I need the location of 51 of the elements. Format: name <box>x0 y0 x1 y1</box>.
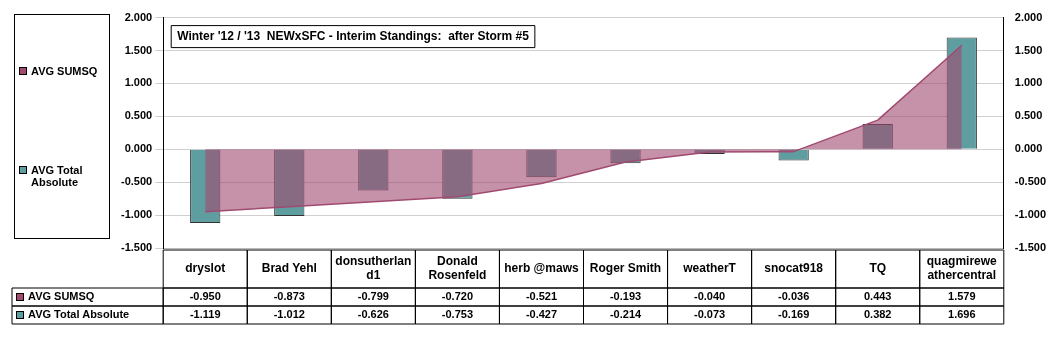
data-label: -0.427 <box>525 308 558 321</box>
x-tick-label: weatherT <box>682 261 737 276</box>
x-tick-label: quagmireweathercentral <box>926 254 998 283</box>
y2-tick-label: 0.000 <box>1014 142 1043 155</box>
data-label: -0.193 <box>609 290 642 303</box>
y-tick-label: 2.000 <box>124 10 153 23</box>
data-label: 0.443 <box>863 290 892 303</box>
data-label: -0.521 <box>525 290 558 303</box>
y2-tick-label: -1.500 <box>1014 241 1047 254</box>
y2-tick-label: -1.000 <box>1014 208 1047 221</box>
y2-tick-label: 2.000 <box>1014 10 1043 23</box>
y2-tick-label: 1.500 <box>1014 43 1043 56</box>
y-tick-label: 1.000 <box>124 76 153 89</box>
data-label: -0.753 <box>441 308 474 321</box>
x-tick-label: dryslot <box>185 261 226 276</box>
legend-label: AVG SUMSQ <box>31 64 99 77</box>
x-tick-label: Roger Smith <box>589 261 662 276</box>
data-label: -0.720 <box>441 290 474 303</box>
x-tick-label: donsutherland1 <box>335 254 412 283</box>
x-tick-label: Brad Yehl <box>261 261 317 276</box>
x-tick-label: TQ <box>869 261 887 276</box>
data-label: -0.950 <box>189 290 221 303</box>
data-label: 1.696 <box>948 308 976 321</box>
y2-tick-label: -0.500 <box>1014 175 1047 188</box>
data-label: -0.036 <box>778 290 810 303</box>
data-label: -0.169 <box>778 308 810 321</box>
data-label: -0.040 <box>693 290 726 303</box>
y-tick-label: -1.500 <box>120 241 153 254</box>
x-tick-label: Donald Rosenfeld <box>428 254 487 283</box>
text: Winter '12 / '13 NEWxSFC - Interim Standings: after Storm #5 <box>177 28 530 43</box>
x-tick-label: herb @maws <box>504 261 579 276</box>
y-tick-label: 0.500 <box>124 109 153 122</box>
data-label: -0.873 <box>273 290 305 303</box>
y-tick-label: 1.500 <box>124 43 153 56</box>
y-tick-label: 0.000 <box>124 142 153 155</box>
y-tick-label: -0.500 <box>120 175 153 188</box>
x-tick-label: snocat918 <box>764 261 824 276</box>
data-label: -0.799 <box>357 290 389 303</box>
text: AVG SUMSQ <box>28 290 95 303</box>
data-label: -1.012 <box>273 308 305 321</box>
y2-tick-label: 1.000 <box>1014 76 1043 89</box>
data-label: -1.119 <box>189 308 221 321</box>
y2-tick-label: 0.500 <box>1014 109 1043 122</box>
data-label: -0.073 <box>693 308 726 321</box>
data-label: 0.382 <box>863 308 892 321</box>
data-label: 1.579 <box>948 290 976 303</box>
legend-label: AVG Total Absolute <box>28 308 130 321</box>
y-tick-label: -1.000 <box>120 208 153 221</box>
text: AVG Total Absolute <box>31 164 83 189</box>
data-label: -0.626 <box>357 308 389 321</box>
data-label: -0.214 <box>609 308 642 321</box>
